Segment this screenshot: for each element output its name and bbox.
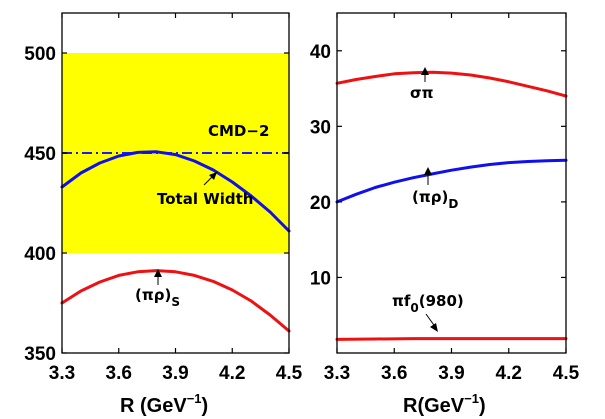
left-x-axis-label-close: ) xyxy=(202,395,209,417)
left-series-pirho_s xyxy=(60,269,291,333)
left-y-tick-label: 350 xyxy=(24,344,56,365)
right-x-tick-label: 3.6 xyxy=(381,363,407,384)
right-x-axis-label-main: R(GeV xyxy=(403,395,465,417)
left-y-tick-label: 400 xyxy=(24,244,56,265)
right-pirho-d-label-sub: D xyxy=(448,197,458,211)
right-x-tick-label: 3.9 xyxy=(438,363,464,384)
right-series xyxy=(335,70,568,341)
left-series xyxy=(60,150,291,333)
right-x-axis-label-sup: −1 xyxy=(464,391,479,406)
right-pif0-label-sub: 0 xyxy=(410,301,418,315)
right-y-tick-label: 30 xyxy=(310,117,331,138)
left-x-axis-label-sup: −1 xyxy=(187,391,202,406)
left-total-arrowhead xyxy=(209,172,217,180)
right-panel: σπ (πρ)D πf0(980) 3.3 3.6 3.9 4.2 4.5 10 20 30 4… xyxy=(310,12,580,417)
left-x-tick-label: 4.5 xyxy=(276,363,303,384)
right-series-sigmapi xyxy=(335,70,568,98)
left-cmd2-label: CMD−2 xyxy=(208,122,269,140)
right-pirho-d-arrowhead xyxy=(424,167,432,175)
left-x-tick-label: 3.9 xyxy=(162,363,188,384)
right-x-tick-label: 3.3 xyxy=(324,363,350,384)
right-sigmapi-label: σπ xyxy=(410,84,434,102)
left-x-tick-label: 4.2 xyxy=(219,363,245,384)
right-x-axis-label: R(GeV−1) xyxy=(403,391,486,417)
left-panel: CMD−2 Total Width (πρ)S 3.3 3.6 3.9 4.2 4.53… xyxy=(24,12,303,417)
right-x-tick-label: 4.5 xyxy=(553,363,580,384)
left-pirho-s-label-sub: S xyxy=(171,295,180,309)
left-x-axis-label-main: R (GeV xyxy=(120,395,187,417)
right-pif0-arrowhead xyxy=(430,323,438,332)
right-series-pif0 xyxy=(335,337,568,341)
right-x-tick-label: 4.2 xyxy=(496,363,522,384)
right-pirho-d-label-base: (πρ) xyxy=(412,188,448,206)
left-series-total xyxy=(60,150,291,233)
right-pif0-label: πf0(980) xyxy=(392,292,464,315)
left-x-axis-label: R (GeV−1) xyxy=(120,391,208,417)
right-series-pirho_d xyxy=(335,158,568,204)
right-pirho-d-label: (πρ)D xyxy=(412,188,458,211)
left-y-tick-label: 500 xyxy=(24,44,56,65)
left-ticks: 3.3 3.6 3.9 4.2 4.5 350 400 450 500 xyxy=(24,13,303,384)
right-ticks: 3.3 3.6 3.9 4.2 4.5 10 20 30 40 xyxy=(310,13,580,384)
left-x-tick-label: 3.6 xyxy=(106,363,132,384)
left-total-label: Total Width xyxy=(157,190,253,208)
left-x-tick-label: 3.3 xyxy=(49,363,75,384)
right-y-tick-label: 10 xyxy=(310,268,331,289)
right-x-axis-label-close: ) xyxy=(479,395,486,417)
right-pif0-label-rest: (980) xyxy=(419,292,464,310)
right-y-tick-label: 20 xyxy=(310,193,331,214)
left-y-tick-label: 450 xyxy=(24,144,56,165)
right-y-tick-label: 40 xyxy=(310,42,331,63)
right-sigmapi-arrowhead xyxy=(421,67,429,75)
right-pif0-label-base: πf xyxy=(392,292,411,310)
left-pirho-s-arrowhead xyxy=(154,269,162,277)
left-pirho-s-label-base: (πρ) xyxy=(135,286,171,304)
left-pirho-s-label: (πρ)S xyxy=(135,286,180,309)
